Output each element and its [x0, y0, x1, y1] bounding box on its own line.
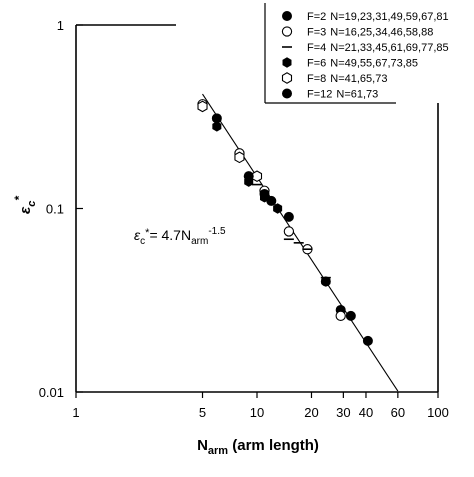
data-point: [273, 203, 283, 214]
data-point: [234, 151, 245, 164]
axes-layer: 1 5 10 20 30 40 60 100 1 0.1 0.01: [39, 18, 449, 420]
data-point: [283, 226, 295, 237]
data-point: [243, 171, 254, 182]
legend-marker: [281, 72, 293, 84]
data-point: [321, 276, 331, 287]
fit-equation: εc*= 4.7Narm-1.5: [134, 226, 226, 247]
data-point: [259, 188, 270, 199]
legend-marker: [282, 88, 292, 99]
legend-marker: [281, 26, 293, 37]
data-point: [251, 170, 263, 183]
legend-label: F=2 N=19,23,31,49,59,67,81: [307, 11, 449, 23]
x-tick-label: 100: [427, 405, 449, 420]
data-point: [283, 211, 294, 222]
legend-label: F=8 N=41,65,73: [307, 73, 387, 85]
x-axis-title: Narm (arm length): [197, 437, 319, 457]
legend-marker: [282, 11, 292, 21]
data-point: [197, 100, 208, 113]
data-point: [211, 113, 222, 124]
legend-marker: [282, 57, 292, 68]
x-tick-label: 60: [391, 405, 405, 420]
x-tick-label: 1: [72, 405, 79, 420]
points-layer: [197, 99, 373, 346]
x-tick-label: 10: [250, 405, 264, 420]
data-point: [335, 310, 346, 322]
x-tick-label: 20: [304, 405, 318, 420]
legend-label: F=4 N=21,33,45,61,69,77,85: [307, 42, 449, 54]
legend: F=2 N=19,23,31,49,59,67,81 F=3 N=16,25,34,4…: [264, 3, 449, 104]
y-tick-label: 0.1: [46, 202, 64, 217]
x-tick-label: 5: [199, 405, 206, 420]
y-tick-label: 1: [57, 18, 64, 33]
x-tick-label: 30: [336, 405, 350, 420]
y-tick-label: 0.01: [39, 385, 64, 400]
y-axis-title: εc*: [12, 195, 38, 214]
legend-label: F=12 N=61,73: [307, 89, 378, 101]
data-point: [212, 121, 222, 132]
legend-label: F=6 N=49,55,67,73,85: [307, 58, 418, 70]
data-point: [362, 335, 373, 346]
legend-label: F=3 N=16,25,34,46,58,88: [307, 27, 433, 39]
x-tick-label: 40: [359, 405, 373, 420]
data-point: [345, 310, 356, 321]
